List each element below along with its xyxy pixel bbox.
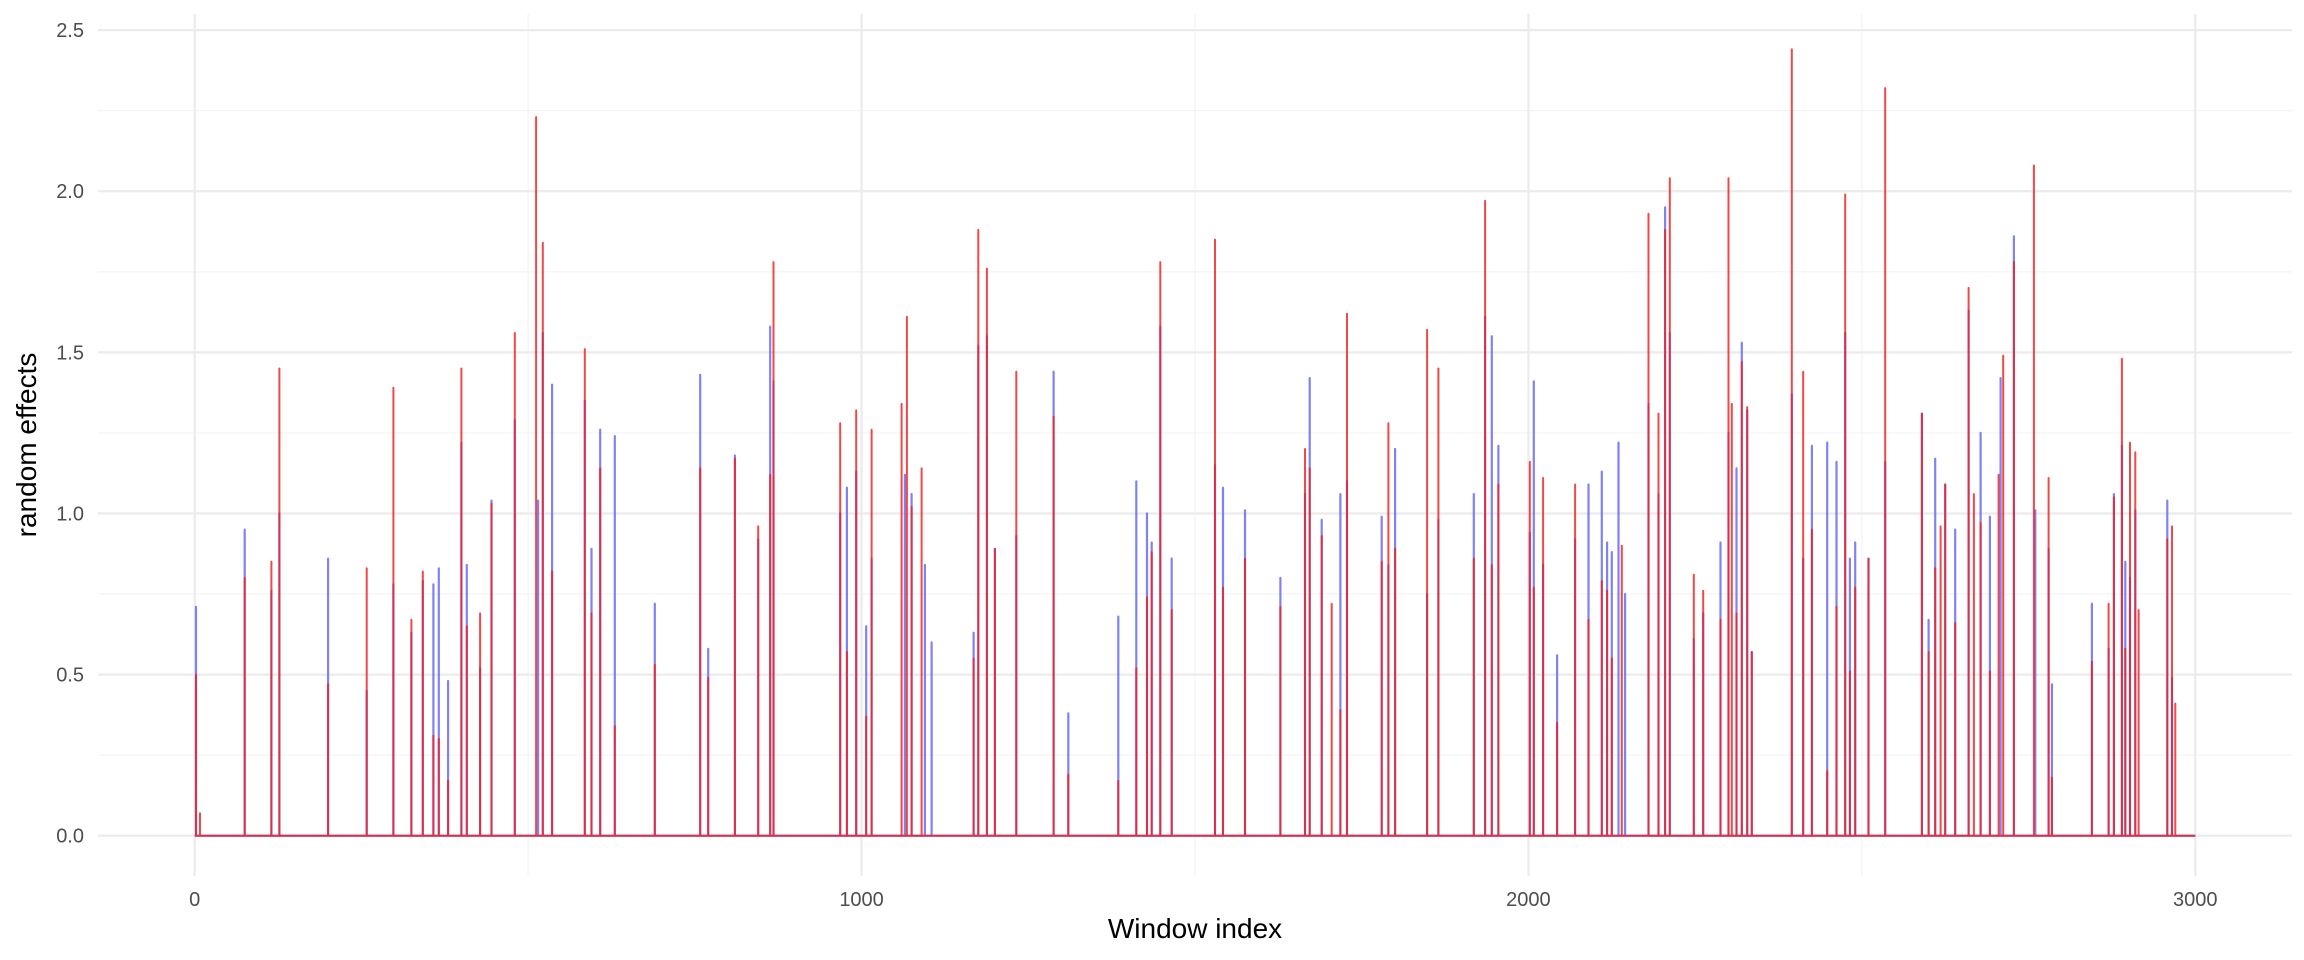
minor-gridlines (98, 14, 2292, 876)
y-tick-label: 2.5 (56, 20, 84, 42)
series-2-line (194, 48, 2196, 837)
y-tick-label: 0.5 (56, 665, 84, 687)
y-tick-label: 1.0 (56, 503, 84, 525)
series-layer (194, 48, 2196, 837)
x-axis-title: Window index (1108, 913, 1282, 944)
y-tick-label: 1.5 (56, 342, 84, 364)
y-tick-label: 2.0 (56, 181, 84, 203)
x-tick-label: 0 (189, 889, 200, 911)
x-tick-label: 1000 (839, 889, 884, 911)
y-axis-tick-labels: 0.0 0.5 1.0 1.5 2.0 2.5 (56, 20, 84, 848)
x-tick-label: 3000 (2173, 889, 2218, 911)
x-tick-label: 2000 (1506, 889, 1551, 911)
major-gridlines (98, 14, 2292, 876)
y-axis-title: random effects (11, 353, 42, 538)
x-axis-tick-labels: 0 1000 2000 3000 (189, 889, 2217, 911)
y-tick-label: 0.0 (56, 826, 84, 848)
